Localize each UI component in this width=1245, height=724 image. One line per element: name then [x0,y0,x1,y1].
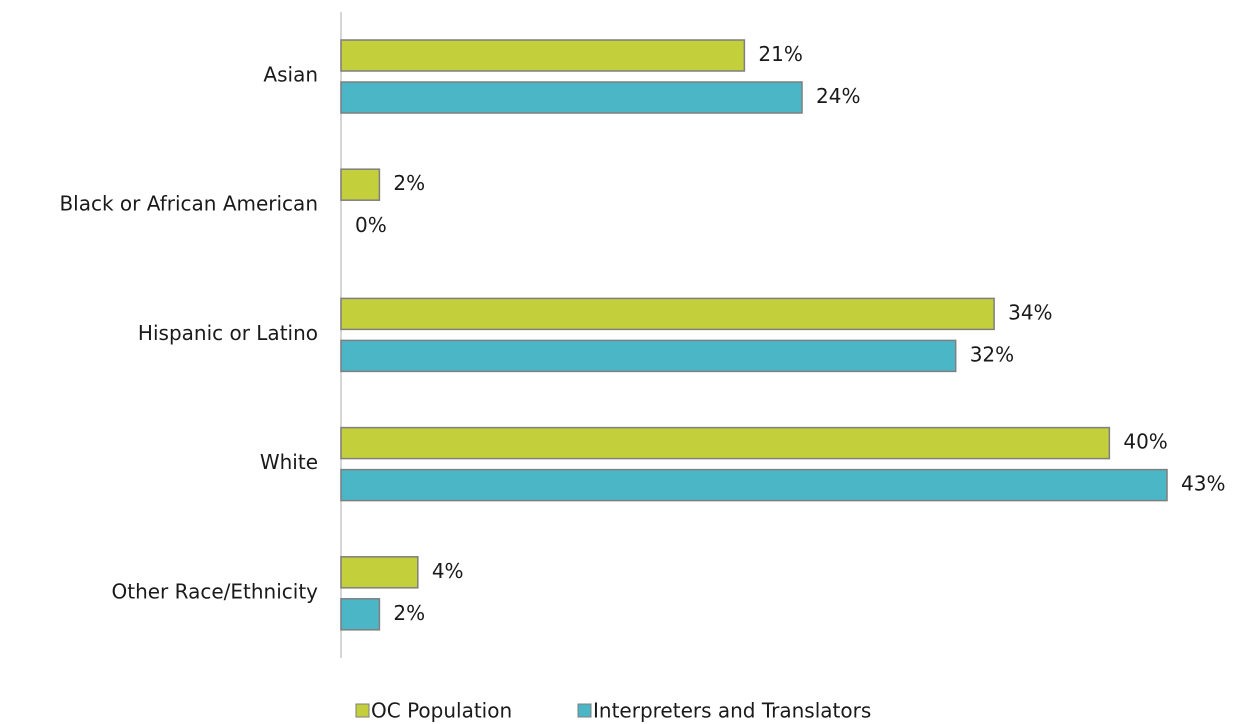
bar [340,598,381,631]
category-label: Asian [263,63,318,87]
bar [340,297,995,331]
legend-swatch [577,703,592,718]
bar [340,39,746,72]
legend-swatch [355,703,370,718]
category-label: White [260,450,318,474]
data-label: 21% [758,42,802,66]
data-label: 2% [393,171,425,195]
data-label: 0% [355,213,387,237]
data-label: 43% [1181,472,1225,496]
bar [340,81,803,114]
bar [340,468,1168,502]
data-label: 40% [1123,430,1167,454]
data-label: 32% [970,342,1014,366]
category-label: Other Race/Ethnicity [111,579,318,603]
bar [340,556,419,589]
legend-label: OC Population [371,699,512,723]
data-label: 2% [393,601,425,625]
data-label: 34% [1008,300,1052,324]
bar [340,426,1111,460]
category-label: Hispanic or Latino [138,321,318,345]
bar [340,168,381,201]
bar [340,339,957,373]
category-label: Black or African American [59,192,318,216]
data-label: 24% [816,84,860,108]
data-label: 4% [432,559,464,583]
legend-label: Interpreters and Translators [593,699,871,723]
